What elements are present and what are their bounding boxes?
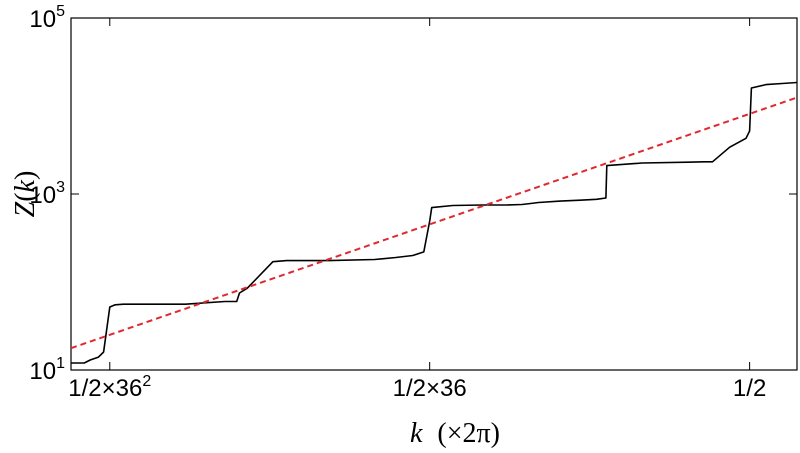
y-axis-label-var: k: [10, 179, 41, 192]
series-layer: [70, 81, 798, 364]
x-tick-label-2: 1/2: [733, 375, 766, 402]
x-axis-ticks: 1/2×362 1/2×36 1/2: [68, 18, 766, 402]
plot-frame: [70, 17, 798, 371]
x-axis-label: k (×2π): [410, 418, 500, 449]
y-axis-label: Z(k): [10, 171, 41, 218]
y-tick-label-1: 103: [29, 179, 65, 209]
x-axis-label-unit: (×2π): [437, 418, 500, 449]
y-axis-ticks: 101 103 105: [29, 3, 797, 385]
y-axis-label-open: (: [10, 192, 41, 201]
x-axis-label-var: k: [410, 418, 423, 449]
x-tick-label-1: 1/2×36: [393, 375, 467, 402]
x-tick-label-0: 1/2×362: [68, 373, 151, 402]
y-axis-label-close: ): [10, 171, 41, 180]
y-tick-label-0: 101: [29, 355, 65, 385]
series-line-0: [71, 81, 798, 364]
y-axis-label-fn: Z: [10, 201, 41, 217]
y-tick-label-2: 105: [29, 3, 65, 33]
series-line-1: [70, 96, 798, 350]
